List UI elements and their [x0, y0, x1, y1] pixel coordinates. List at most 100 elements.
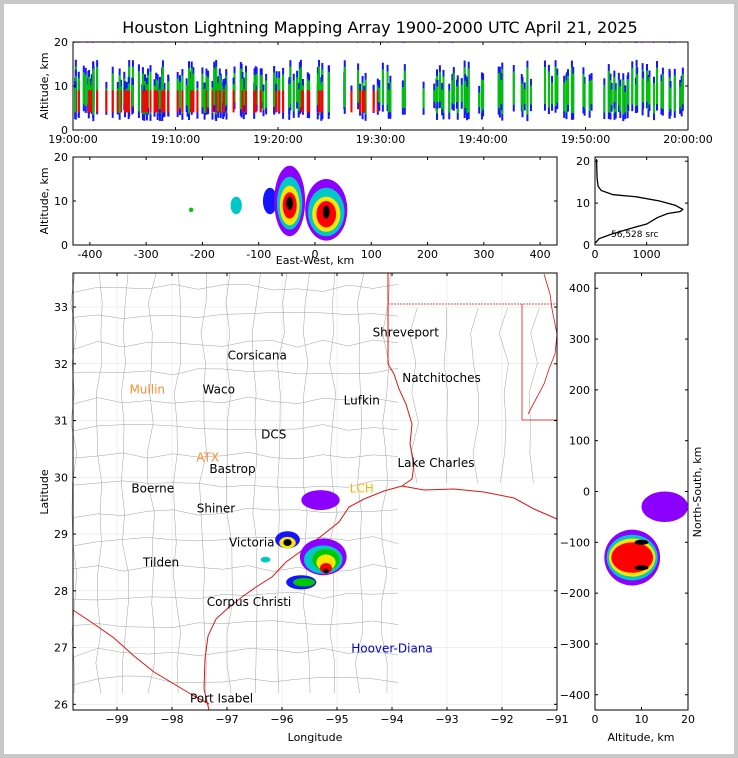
- time-height-strip: [189, 90, 192, 113]
- time-height-strip: [619, 42, 621, 43]
- time-height-strip: [124, 90, 127, 113]
- time-height-strip: [288, 83, 291, 108]
- county-line: [72, 283, 399, 293]
- ew-x-tick-label: -200: [190, 248, 215, 261]
- time-height-strip: [301, 90, 304, 113]
- ns-height-plot-area: [594, 272, 689, 711]
- time-height-strip: [207, 77, 210, 108]
- plan-density-cell: [323, 568, 329, 574]
- time-height-strip: [161, 90, 164, 113]
- time-height-strip: [205, 42, 207, 43]
- plan-view-y-axis-label: Latitude: [38, 469, 51, 515]
- time-height-strip: [297, 89, 300, 111]
- time-height-strip: [381, 69, 384, 106]
- time-height-strip: [343, 66, 346, 108]
- time-height-strip: [125, 90, 128, 113]
- time-height-strip: [498, 73, 501, 111]
- time-height-strip: [233, 42, 235, 43]
- county-line: [72, 368, 399, 376]
- ns-y-tick-label: −400: [560, 689, 590, 702]
- time-height-strip: [254, 90, 257, 113]
- time-height-strip: [526, 67, 529, 115]
- time-height-strip: [624, 91, 627, 113]
- time-height-strip: [523, 89, 526, 104]
- time-height-strip: [500, 79, 503, 104]
- plan-density-cell: [260, 556, 271, 563]
- time-height-strip: [401, 42, 403, 43]
- time-height-y-tick-label: 20: [54, 36, 68, 49]
- ns-y-tick-label: 200: [569, 384, 590, 397]
- time-height-strip: [554, 66, 557, 107]
- time-height-strip: [111, 90, 114, 113]
- time-height-strip: [203, 89, 206, 114]
- county-line: [72, 620, 399, 628]
- state-border-tx-la: [387, 273, 415, 487]
- time-height-strip: [613, 77, 616, 102]
- time-height-strip: [436, 86, 439, 103]
- time-height-x-tick-label: 19:40:00: [458, 133, 507, 146]
- time-height-strip: [656, 67, 659, 105]
- plan-x-tick-label: −96: [270, 713, 293, 726]
- time-height-strip: [609, 80, 612, 113]
- time-height-strip: [217, 42, 219, 43]
- time-height-strip: [614, 89, 617, 112]
- time-height-strip: [442, 76, 445, 113]
- time-height-strip: [681, 74, 684, 105]
- time-height-strip: [289, 66, 292, 104]
- time-height-strip: [401, 87, 404, 109]
- time-height-strip: [123, 42, 125, 43]
- map-city-labels: Shreveport Corsicana Natchitoches Mullin Wac…: [129, 326, 480, 706]
- county-line: [72, 592, 399, 601]
- county-line: [146, 272, 157, 694]
- altitude-histogram-plot-area: [594, 156, 689, 246]
- plan-x-tick-label: −97: [215, 713, 238, 726]
- time-height-strip: [155, 90, 158, 113]
- ns-height-panel: 0 10 20 −400 −300 −200 −100 0 100 200 300 400 Altit…: [560, 272, 704, 744]
- time-height-strip: [669, 42, 671, 43]
- time-height-strip: [92, 42, 94, 43]
- city-label: ATX: [196, 450, 219, 464]
- ew-height-density-cells: [188, 165, 348, 241]
- time-height-x-tick-label: 20:00:00: [663, 133, 712, 146]
- ns-y-tick-label: 400: [569, 282, 590, 295]
- time-height-strip: [298, 68, 301, 108]
- time-height-strip: [161, 66, 164, 111]
- plan-y-tick-label: 32: [54, 358, 68, 371]
- time-height-strip: [422, 88, 425, 109]
- time-height-strip: [636, 42, 638, 43]
- time-height-strip: [259, 90, 262, 113]
- plan-y-tick-label: 33: [54, 301, 68, 314]
- time-height-strip: [118, 75, 121, 114]
- plan-x-tick-label: −95: [325, 713, 348, 726]
- hist-y-tick-label: 0: [583, 239, 590, 252]
- time-height-strip: [634, 84, 637, 107]
- time-height-strip: [259, 75, 262, 106]
- time-height-strip: [214, 42, 216, 43]
- time-height-strip: [92, 68, 95, 115]
- county-line: [72, 339, 399, 350]
- city-label: Port Isabel: [190, 692, 253, 706]
- time-height-strip: [190, 68, 193, 109]
- time-height-strip: [217, 82, 220, 112]
- time-height-strip: [455, 86, 458, 103]
- county-line: [302, 272, 311, 694]
- time-height-strip: [260, 74, 263, 102]
- time-height-strip: [232, 90, 235, 113]
- time-height-strip: [451, 80, 454, 104]
- city-label: Boerne: [131, 482, 174, 496]
- time-height-strip: [176, 90, 179, 113]
- time-height-strip: [77, 42, 79, 43]
- time-height-strip: [570, 67, 573, 114]
- time-height-strip: [301, 42, 303, 43]
- time-height-strip: [239, 68, 242, 110]
- hist-y-tick-label: 20: [576, 155, 590, 168]
- figure-frame: Houston Lightning Mapping Array 1900-200…: [4, 4, 734, 754]
- time-height-strip: [529, 85, 532, 105]
- time-height-strip: [673, 42, 675, 43]
- time-height-strip: [318, 90, 321, 113]
- time-height-strip: [403, 42, 405, 43]
- county-line: [72, 507, 399, 518]
- time-height-strip: [218, 75, 221, 105]
- time-height-strip: [185, 84, 188, 106]
- city-label: Victoria: [229, 536, 275, 550]
